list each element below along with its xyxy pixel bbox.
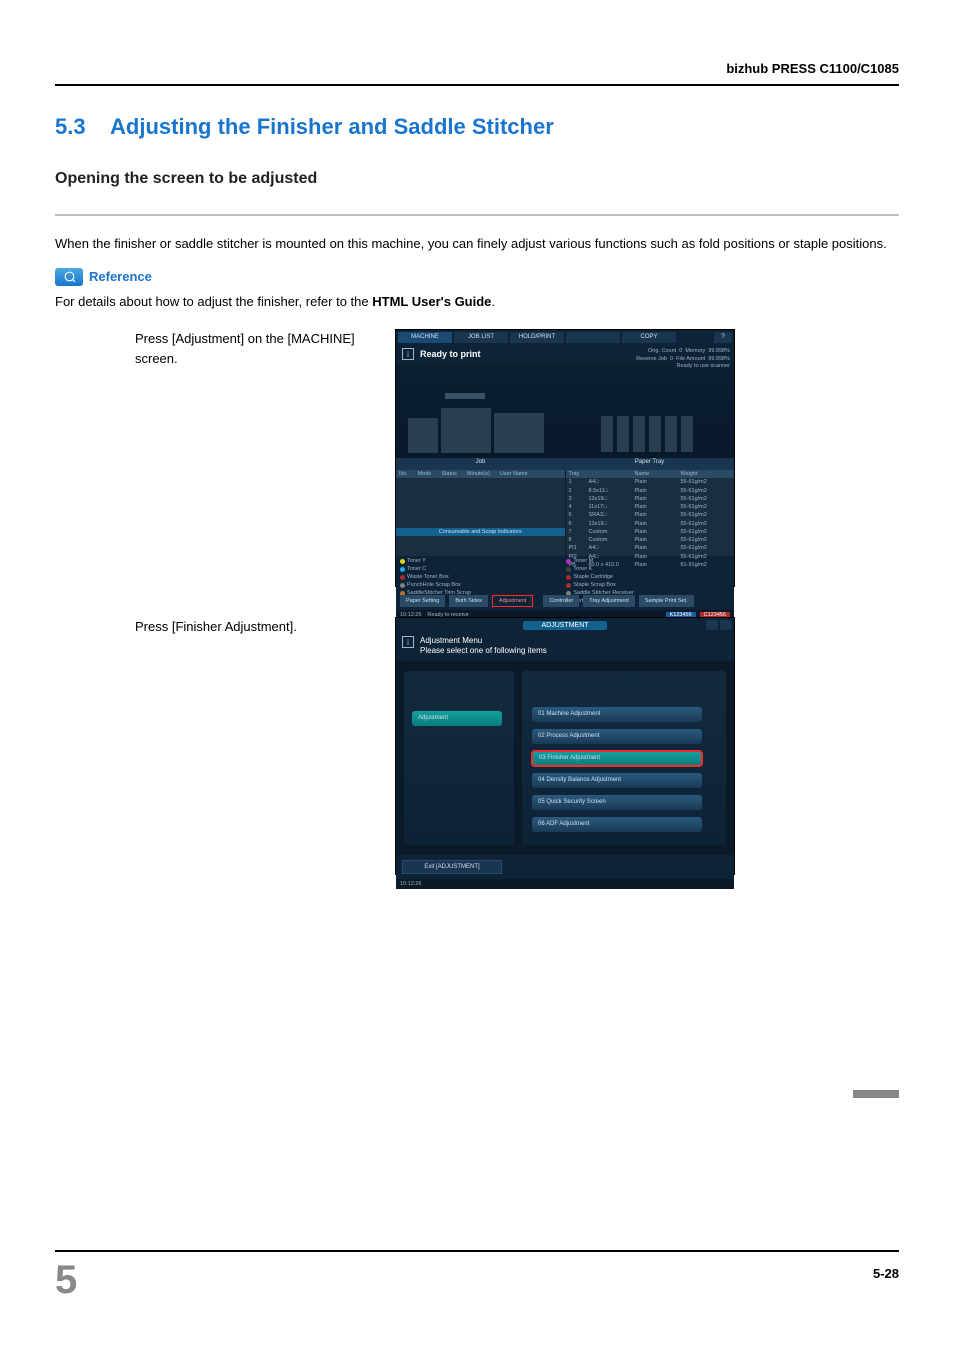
adjustment-footer: 10:12:26 xyxy=(396,879,734,889)
status-text: Ready to print xyxy=(420,349,481,359)
adjustment-menu-panel: 01 Machine Adjustment 02 Process Adjustm… xyxy=(522,671,726,845)
consumable-header: Consumable and Scrap Indicators xyxy=(396,528,565,536)
reference-icon xyxy=(55,268,83,286)
reference-bold: HTML User's Guide xyxy=(372,294,491,309)
machine-diagram xyxy=(396,364,559,458)
page-header: bizhub PRESS C1100/C1085 xyxy=(55,60,899,86)
machine-preview xyxy=(396,364,734,458)
page-number: 5-28 xyxy=(873,1260,899,1281)
reference-text-2: . xyxy=(491,294,495,309)
both-sides-button[interactable]: Both Sides xyxy=(449,595,488,607)
tab-blank[interactable] xyxy=(566,332,620,343)
adjustment-top: ADJUSTMENT xyxy=(396,618,734,632)
paper-row[interactable]: 5SRA3□Plain55-61g/m2 xyxy=(566,511,735,519)
reference-text: For details about how to adjust the fini… xyxy=(55,292,899,312)
paper-row[interactable]: 8CustomPlain55-61g/m2 xyxy=(566,536,735,544)
paper-row[interactable]: 7CustomPlain55-61g/m2 xyxy=(566,528,735,536)
consumable-item: Toner K xyxy=(566,566,724,572)
intro-paragraph: When the finisher or saddle stitcher is … xyxy=(55,234,899,254)
paper-row[interactable]: 613x19□Plain55-61g/m2 xyxy=(566,520,735,528)
adjustment-title: ADJUSTMENT xyxy=(523,621,606,630)
consumable-item: Staple Scrap Box xyxy=(566,582,724,588)
paper-row[interactable]: 28.5x11□Plain55-61g/m2 xyxy=(566,487,735,495)
job-list-head: No.ModeStatusMinute(s)User Name xyxy=(396,470,565,478)
consumable-item: Toner C xyxy=(400,566,558,572)
top-icon-1[interactable] xyxy=(706,620,718,630)
printer-illustration xyxy=(403,388,553,458)
subsection-heading: Opening the screen to be adjusted xyxy=(55,170,899,196)
adjustment-bottom: Exit [ADJUSTMENT] xyxy=(396,855,734,879)
paper-row[interactable]: 1A4□Plain55-61g/m2 xyxy=(566,478,735,486)
tab-hold[interactable]: HOLD/PRINT xyxy=(510,332,564,343)
step-2-text: Press [Finisher Adjustment]. xyxy=(55,617,365,875)
menu-finisher-adjustment[interactable]: 03 Finisher Adjustment xyxy=(532,751,702,766)
adjustment-button[interactable]: Adjustment xyxy=(492,595,534,607)
reference-row: Reference xyxy=(55,268,899,286)
controller-button[interactable]: Controller xyxy=(543,595,579,607)
consumable-item: Toner M xyxy=(566,558,724,564)
machine-screen: MACHINE JOB LIST HOLD/PRINT COPY ? i Rea… xyxy=(395,329,735,587)
consumable-item: Toner Y xyxy=(400,558,558,564)
paper-head: TrayNameWeight xyxy=(566,470,735,478)
tray-diagram xyxy=(559,364,734,458)
chapter-number: 5 xyxy=(55,1260,77,1300)
step-2: Press [Finisher Adjustment]. ADJUSTMENT … xyxy=(55,617,899,875)
adjustment-body: Adjustment 01 Machine Adjustment 02 Proc… xyxy=(396,661,734,855)
section-heading: 5.3 Adjusting the Finisher and Saddle St… xyxy=(55,114,899,140)
tray-adjustment-button[interactable]: Tray Adjustment xyxy=(583,595,635,607)
sample-print-button[interactable]: Sample Print Set. xyxy=(639,595,694,607)
reference-text-1: For details about how to adjust the fini… xyxy=(55,294,372,309)
meta-block: Orig. Count 0 Memory 99.998% Reserve Job… xyxy=(636,348,730,371)
lists-row: No.ModeStatusMinute(s)User Name Consumab… xyxy=(396,470,734,556)
paper-setting-button[interactable]: Paper Setting xyxy=(400,595,445,607)
help-icon[interactable]: ? xyxy=(714,332,732,343)
info-icon: i xyxy=(402,348,414,360)
status-line-1: Adjustment Menu xyxy=(420,636,547,646)
page-footer: 5 5-28 xyxy=(55,1250,899,1300)
paper-row[interactable]: 313x19□Plain55-61g/m2 xyxy=(566,495,735,503)
menu-process-adjustment[interactable]: 02 Process Adjustment xyxy=(532,729,702,744)
side-accent xyxy=(853,1090,899,1098)
info-icon: i xyxy=(402,636,414,648)
clock: 10:12:26 xyxy=(400,881,421,887)
list-headers: Job Paper Tray xyxy=(396,458,734,470)
paper-header: Paper Tray xyxy=(565,458,734,470)
paper-row[interactable]: PI1A4□Plain55-61g/m2 xyxy=(566,544,735,552)
step-1-text: Press [Adjustment] on the [MACHINE] scre… xyxy=(55,329,365,587)
adjustment-side-panel: Adjustment xyxy=(404,671,514,845)
menu-machine-adjustment[interactable]: 01 Machine Adjustment xyxy=(532,707,702,722)
job-header: Job xyxy=(396,458,565,470)
step-2-screenshot: ADJUSTMENT i Adjustment Menu Please sele… xyxy=(395,617,735,875)
menu-density-balance[interactable]: 04 Density Balance Adjustment xyxy=(532,773,702,788)
step-1: Press [Adjustment] on the [MACHINE] scre… xyxy=(55,329,899,587)
side-adjustment-button[interactable]: Adjustment xyxy=(412,711,502,726)
status-line-2: Please select one of following items xyxy=(420,646,547,656)
menu-adf-adjustment[interactable]: 06 ADF Adjustment xyxy=(532,817,702,832)
consumable-item: Staple Cartridge xyxy=(566,574,724,580)
tab-copy[interactable]: COPY xyxy=(622,332,676,343)
menu-quick-security[interactable]: 05 Quick Security Screen xyxy=(532,795,702,810)
subsection-rule xyxy=(55,214,899,216)
product-name: bizhub PRESS C1100/C1085 xyxy=(726,61,899,76)
section-number: 5.3 xyxy=(55,114,86,139)
consumable-item: PunchHole Scrap Box xyxy=(400,582,558,588)
adjustment-screen: ADJUSTMENT i Adjustment Menu Please sele… xyxy=(395,617,735,875)
reference-label: Reference xyxy=(89,269,152,284)
paper-row[interactable]: 411x17□Plain55-61g/m2 xyxy=(566,503,735,511)
exit-adjustment-button[interactable]: Exit [ADJUSTMENT] xyxy=(402,860,502,874)
paper-tray-list: TrayNameWeight 1A4□Plain55-61g/m228.5x11… xyxy=(566,470,735,556)
consumable-item: Waste Toner Box xyxy=(400,574,558,580)
tab-machine[interactable]: MACHINE xyxy=(398,332,452,343)
step-1-screenshot: MACHINE JOB LIST HOLD/PRINT COPY ? i Rea… xyxy=(395,329,735,587)
section-title: Adjusting the Finisher and Saddle Stitch… xyxy=(110,114,554,139)
job-list: No.ModeStatusMinute(s)User Name Consumab… xyxy=(396,470,566,556)
tab-joblist[interactable]: JOB LIST xyxy=(454,332,508,343)
top-icon-2[interactable] xyxy=(720,620,732,630)
top-tabs: MACHINE JOB LIST HOLD/PRINT COPY ? xyxy=(396,330,734,344)
adjustment-status: i Adjustment Menu Please select one of f… xyxy=(396,632,734,661)
